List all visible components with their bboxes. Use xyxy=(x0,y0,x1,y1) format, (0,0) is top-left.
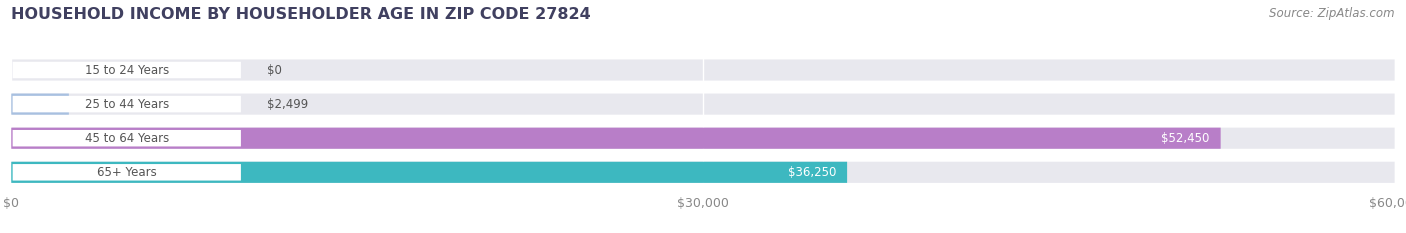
Text: 15 to 24 Years: 15 to 24 Years xyxy=(84,64,169,76)
FancyBboxPatch shape xyxy=(11,59,1395,81)
Text: $36,250: $36,250 xyxy=(787,166,837,179)
FancyBboxPatch shape xyxy=(13,62,240,78)
FancyBboxPatch shape xyxy=(11,128,1220,149)
Text: 65+ Years: 65+ Years xyxy=(97,166,156,179)
Text: $0: $0 xyxy=(267,64,283,76)
FancyBboxPatch shape xyxy=(13,130,240,147)
FancyBboxPatch shape xyxy=(11,93,1395,115)
Text: 45 to 64 Years: 45 to 64 Years xyxy=(84,132,169,145)
Text: 25 to 44 Years: 25 to 44 Years xyxy=(84,98,169,111)
FancyBboxPatch shape xyxy=(11,128,1395,149)
FancyBboxPatch shape xyxy=(11,162,1395,183)
Text: $2,499: $2,499 xyxy=(267,98,308,111)
FancyBboxPatch shape xyxy=(11,93,69,115)
Text: HOUSEHOLD INCOME BY HOUSEHOLDER AGE IN ZIP CODE 27824: HOUSEHOLD INCOME BY HOUSEHOLDER AGE IN Z… xyxy=(11,7,591,22)
Text: $52,450: $52,450 xyxy=(1161,132,1209,145)
Text: Source: ZipAtlas.com: Source: ZipAtlas.com xyxy=(1270,7,1395,20)
FancyBboxPatch shape xyxy=(13,96,240,112)
FancyBboxPatch shape xyxy=(13,164,240,181)
FancyBboxPatch shape xyxy=(11,162,846,183)
